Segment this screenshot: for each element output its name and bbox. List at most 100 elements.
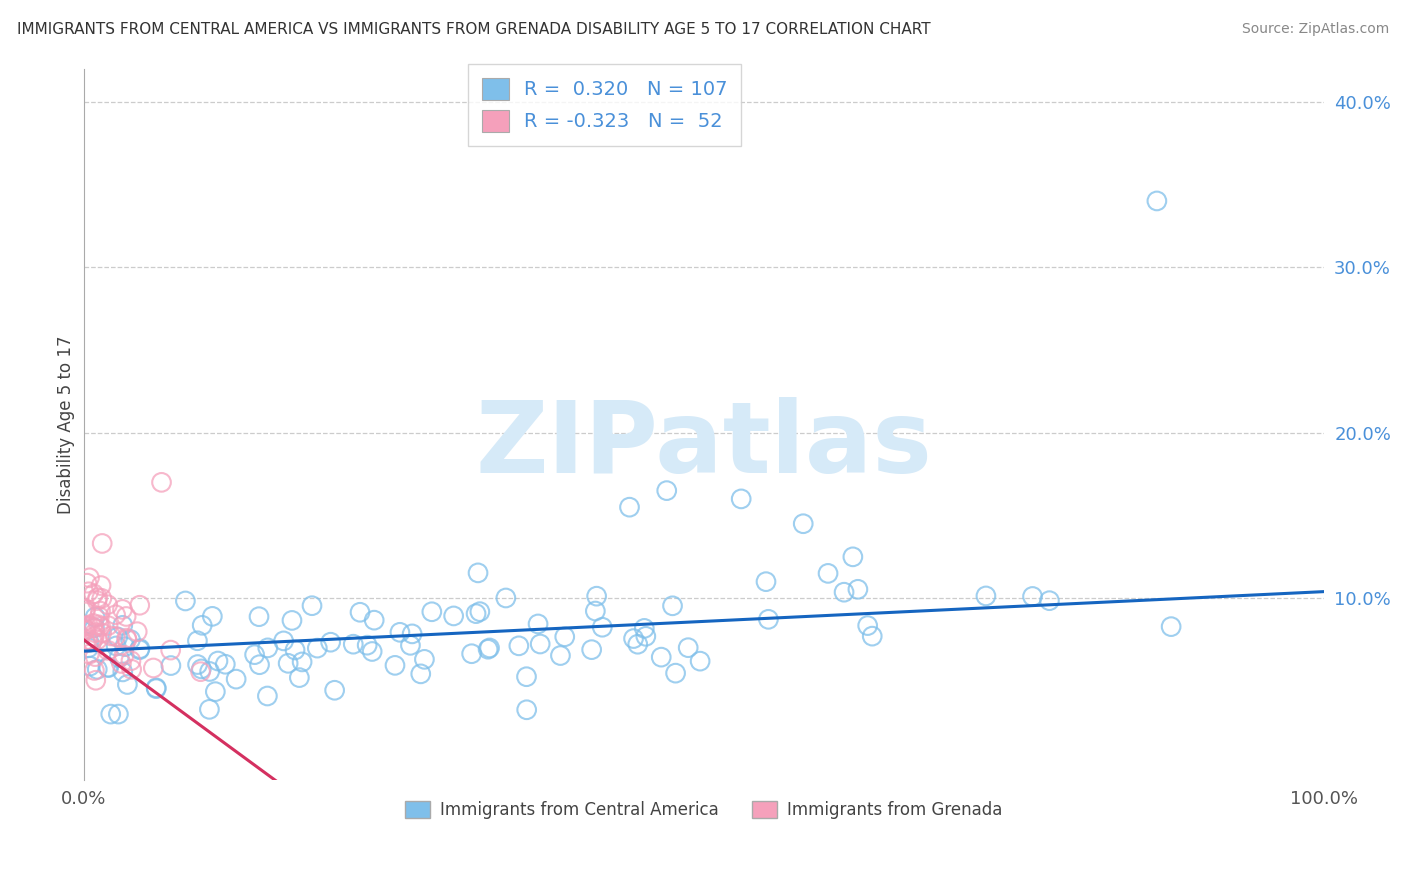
Point — [249, 657, 271, 672]
Point — [361, 644, 384, 658]
Point — [477, 642, 499, 657]
Point — [627, 637, 650, 651]
Point — [554, 630, 576, 644]
Point — [388, 625, 411, 640]
Point — [495, 591, 517, 605]
Point — [190, 665, 212, 679]
Point — [633, 621, 655, 635]
Point — [107, 630, 129, 644]
Point — [247, 609, 270, 624]
Point — [214, 657, 236, 672]
Point — [634, 629, 657, 643]
Point — [87, 618, 110, 632]
Point — [204, 684, 226, 698]
Point — [758, 612, 780, 626]
Point — [832, 585, 855, 599]
Point — [413, 652, 436, 666]
Point — [90, 619, 112, 633]
Point — [623, 632, 645, 646]
Point — [478, 640, 501, 655]
Point — [90, 591, 112, 606]
Point — [75, 623, 97, 637]
Point — [349, 605, 371, 619]
Point — [529, 637, 551, 651]
Point — [581, 642, 603, 657]
Point — [86, 593, 108, 607]
Point — [550, 648, 572, 663]
Point — [420, 605, 443, 619]
Point — [974, 589, 997, 603]
Point — [207, 654, 229, 668]
Point — [120, 632, 142, 647]
Point — [100, 629, 122, 643]
Point — [84, 625, 107, 640]
Y-axis label: Disability Age 5 to 17: Disability Age 5 to 17 — [58, 335, 75, 514]
Point — [323, 683, 346, 698]
Point — [225, 672, 247, 686]
Point — [75, 605, 97, 619]
Point — [1160, 620, 1182, 634]
Point — [86, 632, 108, 647]
Point — [111, 618, 134, 632]
Point — [1146, 194, 1168, 208]
Point — [661, 599, 683, 613]
Point — [104, 630, 127, 644]
Point — [1038, 593, 1060, 607]
Point — [288, 671, 311, 685]
Point — [82, 616, 104, 631]
Point — [527, 616, 550, 631]
Point — [817, 566, 839, 581]
Point — [191, 618, 214, 632]
Point — [319, 635, 342, 649]
Point — [79, 659, 101, 673]
Point — [198, 702, 221, 716]
Point — [201, 609, 224, 624]
Point — [145, 681, 167, 695]
Point — [142, 661, 165, 675]
Point — [110, 657, 132, 671]
Point — [281, 614, 304, 628]
Point — [97, 598, 120, 612]
Point — [84, 673, 107, 688]
Point — [112, 648, 135, 662]
Point — [83, 630, 105, 644]
Point — [128, 599, 150, 613]
Point — [77, 647, 100, 661]
Point — [97, 618, 120, 632]
Point — [1021, 590, 1043, 604]
Point — [97, 660, 120, 674]
Point — [84, 649, 107, 664]
Point — [655, 483, 678, 498]
Point — [100, 707, 122, 722]
Point — [115, 609, 138, 624]
Point — [150, 475, 173, 490]
Point — [277, 657, 299, 671]
Point — [256, 640, 278, 655]
Point — [467, 566, 489, 580]
Point — [516, 703, 538, 717]
Point — [307, 641, 329, 656]
Point — [82, 620, 104, 634]
Point — [792, 516, 814, 531]
Point — [856, 618, 879, 632]
Point — [90, 578, 112, 592]
Point — [342, 637, 364, 651]
Point — [755, 574, 778, 589]
Point — [187, 657, 209, 672]
Point — [111, 602, 134, 616]
Text: IMMIGRANTS FROM CENTRAL AMERICA VS IMMIGRANTS FROM GRENADA DISABILITY AGE 5 TO 1: IMMIGRANTS FROM CENTRAL AMERICA VS IMMIG… — [17, 22, 931, 37]
Point — [117, 677, 139, 691]
Point — [689, 654, 711, 668]
Point — [174, 594, 197, 608]
Point — [121, 662, 143, 676]
Point — [356, 638, 378, 652]
Point — [75, 636, 97, 650]
Text: ZIPatlas: ZIPatlas — [475, 397, 932, 494]
Point — [80, 634, 103, 648]
Point — [84, 610, 107, 624]
Point — [301, 599, 323, 613]
Point — [401, 627, 423, 641]
Point — [97, 660, 120, 674]
Point — [97, 643, 120, 657]
Point — [145, 681, 167, 696]
